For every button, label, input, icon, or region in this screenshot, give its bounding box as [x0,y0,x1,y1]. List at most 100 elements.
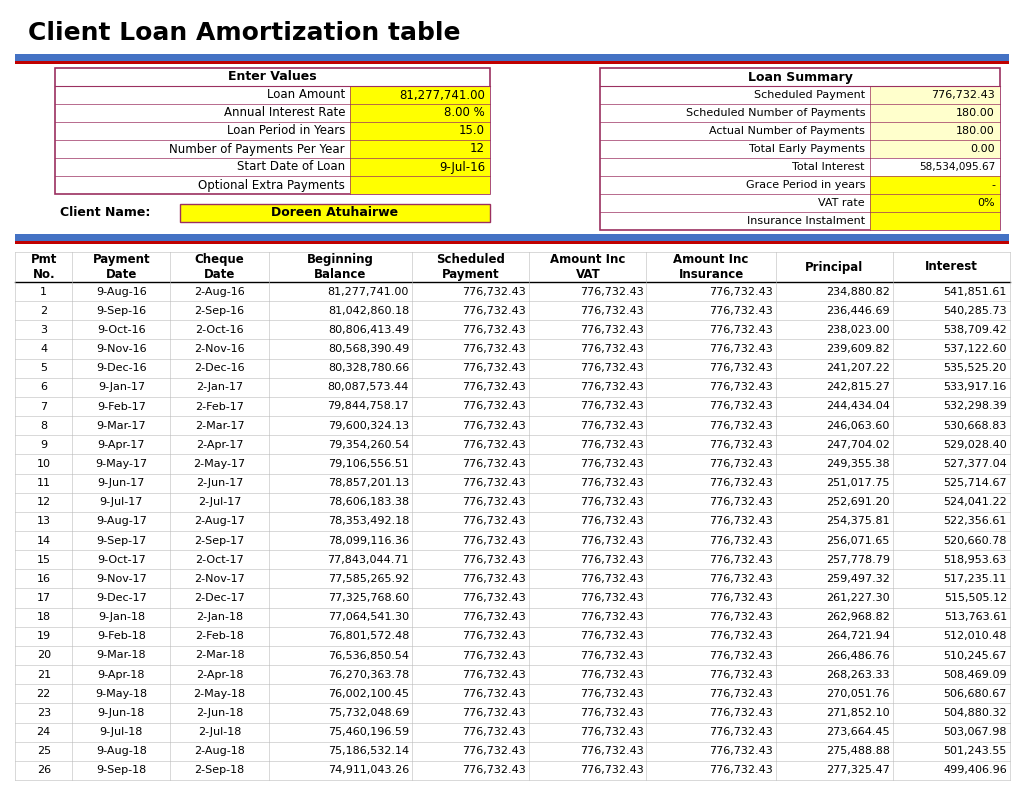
Bar [15,646,1010,665]
Text: 776,732.43: 776,732.43 [709,651,772,660]
Bar [870,104,1000,122]
Text: 776,732.43: 776,732.43 [463,344,526,354]
Text: 19: 19 [37,631,51,641]
Bar [15,531,1010,550]
Bar [15,359,1010,378]
Text: 78,857,201.13: 78,857,201.13 [328,478,409,488]
Text: 776,732.43: 776,732.43 [580,517,643,527]
Text: 9-Mar-17: 9-Mar-17 [96,421,146,431]
Text: 776,732.43: 776,732.43 [709,727,772,737]
Text: 80,087,573.44: 80,087,573.44 [328,382,409,392]
Text: 776,732.43: 776,732.43 [709,765,772,776]
Text: 776,732.43: 776,732.43 [463,593,526,603]
Text: 266,486.76: 266,486.76 [826,651,890,660]
Text: 77,325,768.60: 77,325,768.60 [328,593,409,603]
Text: 776,732.43: 776,732.43 [709,440,772,450]
Text: 499,406.96: 499,406.96 [943,765,1007,776]
Text: 9-Jun-17: 9-Jun-17 [97,478,145,488]
Text: 79,600,324.13: 79,600,324.13 [328,421,409,431]
Text: 530,668.83: 530,668.83 [944,421,1007,431]
Text: 239,609.82: 239,609.82 [826,344,890,354]
Bar [15,569,1010,589]
Text: 9-Feb-17: 9-Feb-17 [97,401,145,411]
Text: 21: 21 [37,670,51,680]
Bar [15,435,1010,455]
Bar [15,320,1010,339]
Text: 259,497.32: 259,497.32 [826,574,890,584]
Text: 2-Nov-16: 2-Nov-16 [195,344,245,354]
Text: 513,763.61: 513,763.61 [944,612,1007,623]
Text: 9-Dec-17: 9-Dec-17 [96,593,146,603]
Text: 776,732.43: 776,732.43 [580,555,643,564]
Text: 776,732.43: 776,732.43 [580,727,643,737]
Text: 527,377.04: 527,377.04 [943,459,1007,469]
Text: 776,732.43: 776,732.43 [463,305,526,316]
Text: 76,536,850.54: 76,536,850.54 [328,651,409,660]
Text: 520,660.78: 520,660.78 [943,535,1007,546]
Text: 2-Jun-18: 2-Jun-18 [196,708,243,718]
Text: 244,434.04: 244,434.04 [826,401,890,411]
Text: 9-Oct-17: 9-Oct-17 [97,555,145,564]
Text: 776,732.43: 776,732.43 [709,478,772,488]
Text: 9-Jul-18: 9-Jul-18 [99,727,143,737]
Text: 2-Dec-17: 2-Dec-17 [195,593,245,603]
Text: 776,732.43: 776,732.43 [709,612,772,623]
Text: 80,806,413.49: 80,806,413.49 [328,325,409,335]
Text: 776,732.43: 776,732.43 [580,688,643,699]
Text: Cheque
Date: Cheque Date [195,253,245,281]
Text: Number of Payments Per Year: Number of Payments Per Year [169,143,345,155]
Text: 74,911,043.26: 74,911,043.26 [328,765,409,776]
Text: 262,968.82: 262,968.82 [826,612,890,623]
Bar [15,742,1010,761]
Text: 251,017.75: 251,017.75 [826,478,890,488]
Text: 75,732,048.69: 75,732,048.69 [328,708,409,718]
Bar [350,176,490,194]
Text: 776,732.43: 776,732.43 [463,612,526,623]
Text: 3: 3 [40,325,47,335]
Text: 9-Aug-17: 9-Aug-17 [96,517,146,527]
Text: 79,844,758.17: 79,844,758.17 [328,401,409,411]
Text: 503,067.98: 503,067.98 [943,727,1007,737]
Text: 6: 6 [40,382,47,392]
Text: 537,122.60: 537,122.60 [943,344,1007,354]
Text: 776,732.43: 776,732.43 [463,747,526,756]
Text: Principal: Principal [805,261,863,273]
Text: 9-Sep-16: 9-Sep-16 [96,305,146,316]
Text: 9-Nov-17: 9-Nov-17 [96,574,146,584]
Text: 776,732.43: 776,732.43 [580,574,643,584]
Text: 776,732.43: 776,732.43 [709,708,772,718]
Bar [15,252,1010,282]
Bar [15,626,1010,646]
Text: 9-Jan-17: 9-Jan-17 [98,382,145,392]
Text: 14: 14 [37,535,51,546]
Bar [15,234,1009,241]
Text: 2-May-18: 2-May-18 [194,688,246,699]
Bar [870,194,1000,212]
Text: 776,732.43: 776,732.43 [580,382,643,392]
Text: 776,732.43: 776,732.43 [580,305,643,316]
Text: 75,186,532.14: 75,186,532.14 [328,747,409,756]
Text: 776,732.43: 776,732.43 [580,708,643,718]
Text: 26: 26 [37,765,51,776]
Text: 238,023.00: 238,023.00 [826,325,890,335]
Text: 776,732.43: 776,732.43 [709,747,772,756]
Text: 776,732.43: 776,732.43 [580,535,643,546]
Text: 510,245.67: 510,245.67 [943,651,1007,660]
Text: 2: 2 [40,305,47,316]
Text: Client Loan Amortization table: Client Loan Amortization table [28,21,461,45]
Text: 529,028.40: 529,028.40 [943,440,1007,450]
Text: 2-Jan-18: 2-Jan-18 [196,612,243,623]
Text: 2-Oct-17: 2-Oct-17 [196,555,244,564]
Text: 776,732.43: 776,732.43 [580,344,643,354]
Bar [350,158,490,176]
Bar [15,685,1010,703]
Text: 508,469.09: 508,469.09 [943,670,1007,680]
Bar [15,54,1009,61]
Text: 9-Oct-16: 9-Oct-16 [97,325,145,335]
Text: 24: 24 [37,727,51,737]
Text: 2-Aug-16: 2-Aug-16 [195,287,245,297]
Text: 506,680.67: 506,680.67 [944,688,1007,699]
Bar [350,140,490,158]
Text: 77,843,044.71: 77,843,044.71 [328,555,409,564]
Text: 81,277,741.00: 81,277,741.00 [399,89,485,101]
